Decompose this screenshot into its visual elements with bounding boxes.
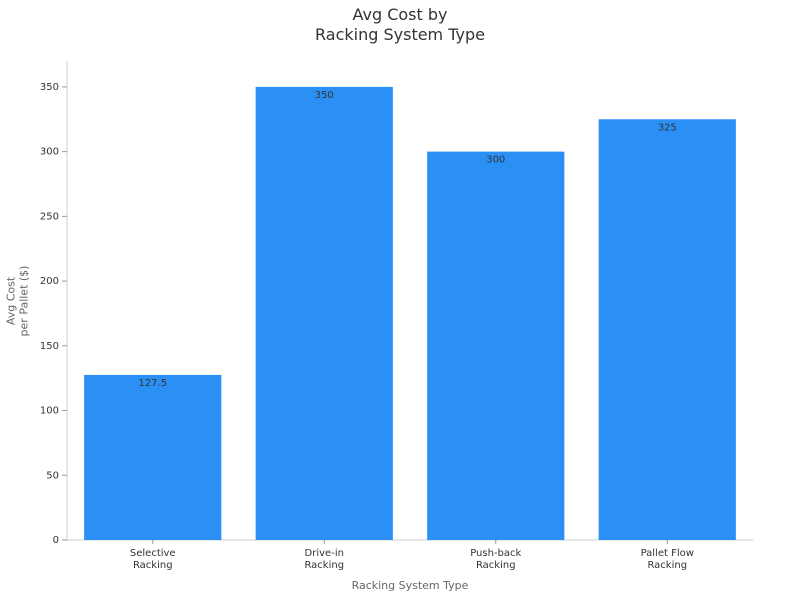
x-axis-label: Racking System Type [352,579,469,592]
value-label: 127.5 [138,378,167,389]
x-tick-label: Selective Racking [130,548,176,571]
x-tick-label: Pallet Flow Racking [641,548,694,571]
bar [84,374,222,540]
y-tick-label: 100 [40,406,59,417]
value-label: 350 [315,90,334,101]
x-tick-label: Push-back Racking [470,548,521,571]
chart-title: Avg Cost by Racking System Type [315,5,485,44]
y-tick-label: 0 [53,535,59,546]
value-label: 300 [486,155,505,166]
y-tick-label: 50 [46,470,59,481]
bar [598,119,736,540]
y-tick-label: 350 [40,82,59,93]
bar [427,151,565,540]
y-tick-label: 300 [40,147,59,158]
y-tick-label: 200 [40,276,59,287]
y-axis-label: Avg Costper Pallet ($) [5,266,31,337]
x-tick-label: Drive-in Racking [304,548,344,571]
bar [255,86,393,540]
value-label: 325 [658,122,677,133]
y-tick-label: 150 [40,341,59,352]
y-tick-label: 250 [40,211,59,222]
